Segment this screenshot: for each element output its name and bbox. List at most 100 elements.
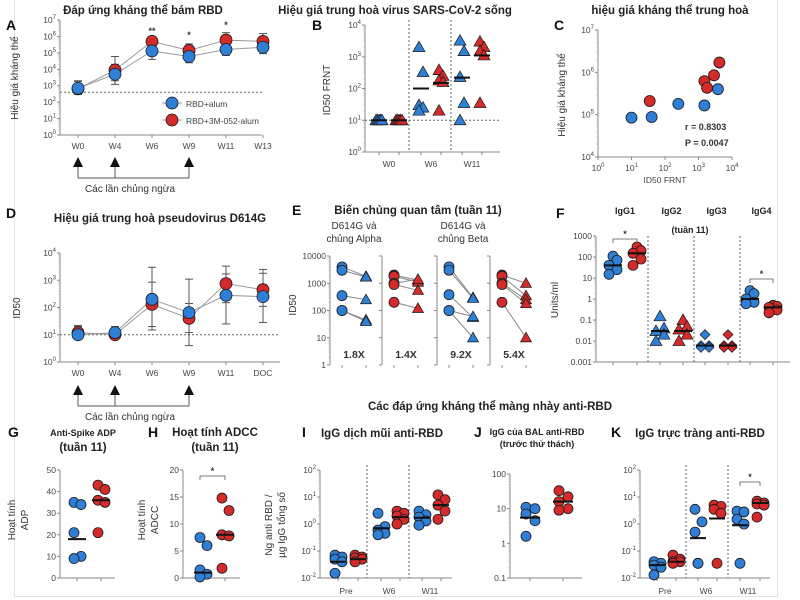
data-point bbox=[411, 284, 425, 295]
vaccination-arrow-icon bbox=[73, 157, 83, 167]
y-tick-label: 100 bbox=[312, 306, 326, 316]
x-tick-label: Pre bbox=[339, 586, 353, 596]
y-tick-label: 104 bbox=[43, 64, 56, 74]
y-tick-exponent: 1 bbox=[358, 115, 362, 121]
y-tick-label: 103 bbox=[43, 81, 56, 91]
x-tick-label: DOC bbox=[254, 368, 273, 378]
x-tick-label: W11 bbox=[218, 368, 235, 378]
data-point bbox=[696, 516, 708, 528]
y-tick-exponent: 3 bbox=[53, 275, 57, 281]
y-tick-label: 10-2 bbox=[301, 573, 316, 583]
y-tick-label: 0 bbox=[174, 573, 179, 583]
y-tick-exponent: -1 bbox=[631, 546, 637, 552]
y-tick-label: 10000 bbox=[302, 251, 326, 261]
y-tick-label: 10 bbox=[47, 551, 57, 561]
x-tick-label: W4 bbox=[109, 141, 122, 151]
data-point bbox=[75, 499, 87, 510]
data-point bbox=[359, 270, 373, 282]
data-point bbox=[432, 103, 446, 116]
panel-b-ylabel: ID50 FRNT bbox=[322, 65, 333, 116]
y-tick-exponent: 3 bbox=[53, 81, 57, 87]
subgroup-title: chủng Beta bbox=[438, 233, 489, 245]
data-point bbox=[108, 326, 122, 339]
data-point bbox=[453, 34, 467, 46]
fold-change-label: 1.4X bbox=[395, 349, 417, 361]
y-tick-exponent: -2 bbox=[631, 573, 637, 579]
group-label: IgG4 bbox=[751, 206, 771, 216]
panel-d-ylabel: ID50 bbox=[12, 297, 23, 319]
data-point bbox=[411, 302, 425, 313]
vaccination-label: Các lần chủng ngừa bbox=[85, 183, 176, 195]
x-tick-label: W13 bbox=[254, 141, 272, 151]
y-tick-label: 100 bbox=[303, 519, 316, 529]
y-tick-label: 10-2 bbox=[621, 573, 636, 583]
data-point bbox=[391, 518, 403, 530]
data-point bbox=[219, 43, 233, 56]
data-point bbox=[529, 503, 541, 515]
y-tick-exponent: 5 bbox=[591, 110, 595, 116]
x-tick-exponent: 3 bbox=[702, 163, 706, 169]
x-tick-exponent: 2 bbox=[668, 163, 672, 169]
y-tick-label: 103 bbox=[348, 52, 361, 62]
x-tick-label: W11 bbox=[218, 141, 235, 151]
data-point bbox=[734, 557, 746, 569]
x-tick-label: W0 bbox=[72, 141, 85, 151]
panel-e-ylabel: ID50 bbox=[288, 294, 299, 316]
significance-star: * bbox=[623, 229, 627, 239]
y-tick-label: 0.1 bbox=[580, 315, 592, 325]
x-tick-label: W0 bbox=[383, 159, 396, 169]
data-point bbox=[643, 95, 656, 107]
data-point bbox=[562, 503, 574, 515]
x-tick-label: W6 bbox=[146, 141, 159, 151]
y-tick-label: 50 bbox=[47, 465, 57, 475]
vaccination-label: Các lần chủng ngừa bbox=[85, 411, 176, 423]
data-point bbox=[627, 259, 639, 271]
data-point bbox=[466, 310, 480, 322]
panel-g-ylabel: Hoạt tính bbox=[7, 500, 18, 541]
data-point bbox=[698, 99, 711, 112]
y-tick-exponent: 1 bbox=[633, 492, 637, 498]
panel-h-label: H bbox=[148, 424, 158, 440]
y-tick-exponent: 7 bbox=[591, 25, 595, 31]
panel-i-ylabel-2: µg IgG tổng số bbox=[276, 492, 288, 558]
y-tick-label: 0.01 bbox=[575, 336, 592, 346]
panel-e-label: E bbox=[292, 202, 301, 218]
data-point bbox=[763, 307, 775, 319]
panel-g-label: G bbox=[8, 424, 19, 440]
data-point bbox=[692, 557, 704, 569]
y-tick-label: 15 bbox=[170, 492, 180, 502]
y-tick-label: 100 bbox=[492, 469, 506, 479]
panel-d-title: Hiệu giá trung hoà pseudovirus D614G bbox=[54, 213, 266, 225]
data-point bbox=[466, 292, 480, 303]
data-point bbox=[216, 492, 228, 504]
x-tick-label: W6 bbox=[425, 159, 438, 169]
series-line-1 bbox=[77, 283, 264, 336]
panel-h-title-2: (tuần 11) bbox=[191, 442, 238, 454]
legend-label-1: RBD+3M-052-alum bbox=[186, 116, 259, 126]
panel-c-label: C bbox=[554, 17, 564, 33]
x-tick-label: 100 bbox=[592, 163, 605, 173]
data-point bbox=[603, 268, 615, 280]
y-tick-label: 100 bbox=[578, 252, 592, 262]
series-line-1 bbox=[77, 39, 264, 90]
data-point bbox=[68, 527, 80, 539]
pair-line bbox=[448, 294, 474, 318]
data-point bbox=[219, 288, 233, 302]
y-tick-label: 0.001 bbox=[571, 357, 593, 367]
panel-k-label: K bbox=[611, 424, 621, 440]
subgroup-title: chủng Alpha bbox=[326, 233, 381, 245]
fold-change-label: 9.2X bbox=[450, 349, 472, 361]
x-tick-label: W11 bbox=[740, 586, 757, 596]
data-point bbox=[443, 264, 455, 276]
y-tick-exponent: 3 bbox=[358, 52, 362, 58]
data-point bbox=[336, 264, 348, 276]
data-point bbox=[388, 279, 400, 290]
data-point bbox=[708, 69, 720, 82]
legend-marker bbox=[165, 113, 179, 127]
y-tick-label: 0 bbox=[51, 573, 56, 583]
data-point bbox=[713, 56, 726, 69]
legend-label-0: RBD+alum bbox=[186, 99, 227, 109]
panel-e-title: Biến chủng quan tâm (tuần 11) bbox=[334, 205, 502, 217]
y-tick-label: 1000 bbox=[307, 278, 326, 288]
data-point bbox=[412, 103, 426, 116]
